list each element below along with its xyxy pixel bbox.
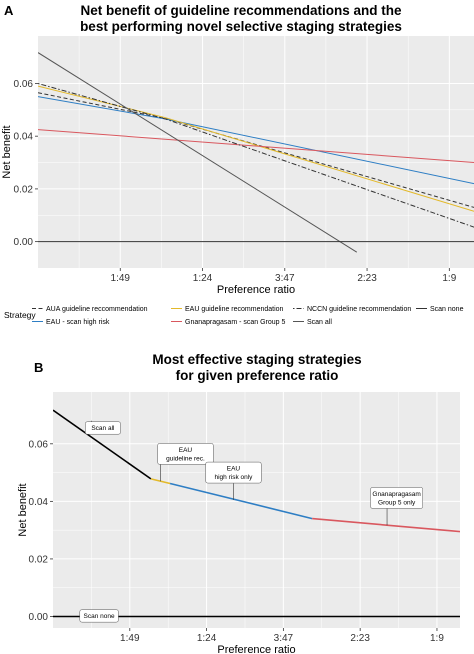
chart-title: Most effective staging strategies xyxy=(152,352,361,367)
legend-title: Strategy xyxy=(4,310,36,320)
x-tick-label: 1:9 xyxy=(430,633,444,644)
series-line-eau-high-risk-only xyxy=(169,482,313,520)
x-tick-label: 3:47 xyxy=(274,633,294,644)
annotation-text: Gnanapragasam xyxy=(372,491,420,498)
annotation-text: guideline rec. xyxy=(166,455,205,462)
x-tick-label: 2:23 xyxy=(357,273,377,284)
x-axis-label: Preference ratio xyxy=(217,644,295,654)
chart-title: Net benefit of guideline recommendations… xyxy=(80,3,402,18)
legend-label: EAU - scan high risk xyxy=(46,319,110,326)
x-tick-label: 1:24 xyxy=(193,273,213,284)
x-tick-label: 3:47 xyxy=(275,273,295,284)
annotation-text: high risk only xyxy=(214,474,253,481)
annotation-box xyxy=(85,421,121,435)
y-tick-label: 0.06 xyxy=(29,439,49,450)
y-tick-label: 0.06 xyxy=(14,79,34,90)
y-tick-label: 0.02 xyxy=(14,184,34,195)
series-line-gnanapragasam-group-5-only xyxy=(312,517,460,533)
legend-label: Scan none xyxy=(430,306,464,313)
x-tick-label: 2:23 xyxy=(350,633,370,644)
annotation-text: Scan none xyxy=(84,613,115,620)
x-tick-label: 1:24 xyxy=(197,633,217,644)
annotation-text: Group 5 only xyxy=(378,499,416,506)
y-axis-label: Net benefit xyxy=(17,483,29,536)
panel-a: A Net benefit of guideline recommendation… xyxy=(1,3,474,326)
annotation-box xyxy=(370,487,423,509)
legend-label: NCCN guideline recommendation xyxy=(307,306,411,313)
series-line-scan-all xyxy=(53,409,152,480)
series-line-eau-guideline-recommendation xyxy=(38,85,474,212)
x-axis-label: Preference ratio xyxy=(217,284,295,296)
annotation-box xyxy=(205,461,262,484)
legend-label: EAU guideline recommendation xyxy=(185,306,284,313)
plot-background xyxy=(53,392,460,628)
legend-label: AUA guideline reccommendation xyxy=(46,306,148,313)
panel-letter: B xyxy=(34,360,43,375)
y-axis-label: Net benefit xyxy=(1,125,13,178)
y-tick-label: 0.00 xyxy=(14,237,34,248)
y-tick-label: 0.02 xyxy=(29,554,49,565)
annotation-box xyxy=(79,609,119,623)
y-tick-label: 0.00 xyxy=(29,612,49,623)
annotation-text: EAU xyxy=(227,466,241,473)
panel-letter: A xyxy=(4,3,14,18)
annotation-box xyxy=(157,443,214,465)
plot-background xyxy=(38,36,474,268)
annotation-text: EAU xyxy=(179,447,193,454)
y-tick-label: 0.04 xyxy=(14,132,34,143)
series-line-nccn-guideline-recommendation xyxy=(38,83,474,228)
series-line-gnanapragasam-scan-group-5 xyxy=(38,129,474,163)
chart-title: best performing novel selective staging … xyxy=(80,19,402,34)
series-group xyxy=(53,409,460,618)
legend-label: Gnanapragasam - scan Group 5 xyxy=(185,319,285,326)
x-tick-label: 1:49 xyxy=(120,633,140,644)
legend-label: Scan all xyxy=(307,319,332,326)
x-tick-label: 1:9 xyxy=(442,273,456,284)
legend: Strategy AUA guideline reccommendation EAU… xyxy=(4,306,464,326)
x-tick-label: 1:49 xyxy=(111,273,131,284)
chart-title: for given preference ratio xyxy=(176,368,339,383)
annotation-text: Scan all xyxy=(91,425,115,432)
series-group xyxy=(38,52,474,253)
annotation: Scan all xyxy=(85,420,121,435)
series-line-scan-all xyxy=(38,52,358,253)
y-tick-label: 0.04 xyxy=(29,497,49,508)
annotation: Scan none xyxy=(79,609,119,623)
